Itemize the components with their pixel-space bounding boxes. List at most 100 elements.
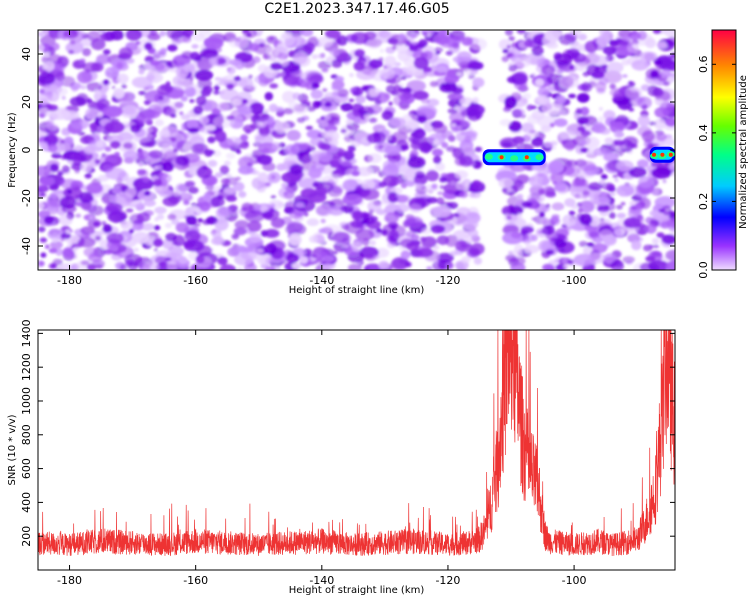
heatmap-blob xyxy=(94,159,101,165)
heatmap-blob xyxy=(613,139,625,147)
heatmap-blob xyxy=(162,196,179,207)
heatmap-blob xyxy=(649,210,661,217)
colorbar-tick-label: 0.0 xyxy=(697,261,710,279)
heatmap-blob xyxy=(329,160,340,169)
heatmap-blob xyxy=(367,200,382,212)
heatmap-blob xyxy=(111,85,116,90)
heatmap-blob xyxy=(104,121,125,134)
heatmap-blob xyxy=(558,34,576,45)
y-tick-label: 200 xyxy=(20,526,33,547)
heatmap-blob xyxy=(554,118,568,127)
heatmap-blob xyxy=(46,104,59,112)
x-tick-label: -100 xyxy=(562,574,587,587)
heatmap-blob xyxy=(415,170,425,179)
heatmap-blob xyxy=(50,194,57,200)
heatmap-blob xyxy=(436,252,454,263)
heatmap-blob xyxy=(568,210,576,216)
heatmap-blob xyxy=(114,151,120,157)
heatmap-blob xyxy=(249,232,262,244)
heatmap-blob xyxy=(162,238,175,250)
heatmap-blob xyxy=(659,101,674,114)
heatmap-blob xyxy=(400,76,407,80)
heatmap-blob xyxy=(275,70,286,78)
heatmap-blob xyxy=(527,114,541,125)
heatmap-blob xyxy=(44,199,60,212)
heatmap-blob xyxy=(545,203,551,208)
heatmap-blob xyxy=(101,221,107,226)
heatmap-blob xyxy=(158,129,170,139)
heatmap-blob xyxy=(444,74,460,84)
heatmap-blob xyxy=(215,229,222,234)
heatmap-blob xyxy=(238,191,247,198)
heatmap-blob xyxy=(220,178,230,185)
heatmap-blob xyxy=(384,55,397,68)
heatmap-blob xyxy=(121,83,127,90)
heatmap-blob xyxy=(68,49,75,55)
heatmap-blob xyxy=(526,104,533,111)
heatmap-blob xyxy=(430,224,446,234)
heatmap-blob xyxy=(627,41,639,53)
heatmap-blob xyxy=(38,72,56,85)
heatmap-blob xyxy=(102,79,110,86)
heatmap-blob xyxy=(172,190,181,197)
heatmap-blob xyxy=(355,95,366,104)
heatmap-blob xyxy=(578,119,585,126)
heatmap-blob xyxy=(668,162,675,170)
heatmap-blob xyxy=(452,56,464,63)
heatmap-blob xyxy=(234,253,254,266)
heatmap-blob xyxy=(511,108,526,117)
heatmap-blob xyxy=(148,150,163,159)
heatmap-blob xyxy=(197,125,205,133)
heatmap-blob xyxy=(602,234,617,246)
heatmap-blob xyxy=(86,263,97,270)
heatmap-blob xyxy=(154,217,159,222)
colorbar-tick-label: 0.2 xyxy=(697,193,710,211)
heatmap-blob xyxy=(655,60,663,65)
heatmap-blob xyxy=(219,165,230,175)
heatmap-blob xyxy=(285,253,300,264)
heatmap-blob xyxy=(616,204,623,210)
heatmap-blob xyxy=(368,117,378,123)
heatmap-blob xyxy=(138,162,144,167)
heatmap-blob xyxy=(600,174,608,180)
heatmap-blob xyxy=(226,83,234,91)
heatmap-blob xyxy=(71,85,79,92)
heatmap-blob xyxy=(186,215,197,226)
heatmap-blob xyxy=(38,43,45,52)
heatmap-blob xyxy=(48,248,58,254)
heatmap-blob xyxy=(405,230,416,238)
heatmap-blob xyxy=(105,202,123,213)
heatmap-blob xyxy=(306,218,320,227)
heatmap-blob xyxy=(189,99,195,103)
heatmap-blob xyxy=(76,93,89,106)
heatmap-blob xyxy=(183,143,193,151)
heatmap-blob xyxy=(347,263,362,270)
heatmap-blob xyxy=(449,111,466,124)
heatmap-blob xyxy=(190,205,199,212)
heatmap-blob xyxy=(196,166,213,179)
heatmap-blob xyxy=(207,136,216,144)
heatmap-blob xyxy=(404,216,424,228)
heatmap-blob xyxy=(135,41,141,45)
heatmap-blob xyxy=(378,57,384,62)
x-tick-label: -140 xyxy=(309,274,334,287)
top-axes: -180 -160 -140 -120 -100 -40 -20 0 20 40 Height of… xyxy=(7,29,676,296)
heatmap-blob xyxy=(340,206,349,212)
heatmap-blob xyxy=(378,181,387,188)
heatmap-blob xyxy=(310,163,325,173)
x-tick-label: -140 xyxy=(309,574,334,587)
heatmap-blob xyxy=(456,207,471,216)
heatmap-blob xyxy=(333,250,338,255)
heatmap-blob xyxy=(447,108,458,114)
heatmap-blob xyxy=(38,141,48,147)
heatmap-blob xyxy=(637,114,650,127)
heatmap-blob xyxy=(450,92,463,101)
heatmap-blob xyxy=(577,126,586,132)
heatmap-blob xyxy=(429,81,439,87)
heatmap-blob xyxy=(155,165,163,170)
heatmap-blob xyxy=(510,262,526,270)
heatmap-blob xyxy=(615,121,626,129)
x-tick-label: -160 xyxy=(183,274,208,287)
heatmap-blob xyxy=(391,131,408,143)
